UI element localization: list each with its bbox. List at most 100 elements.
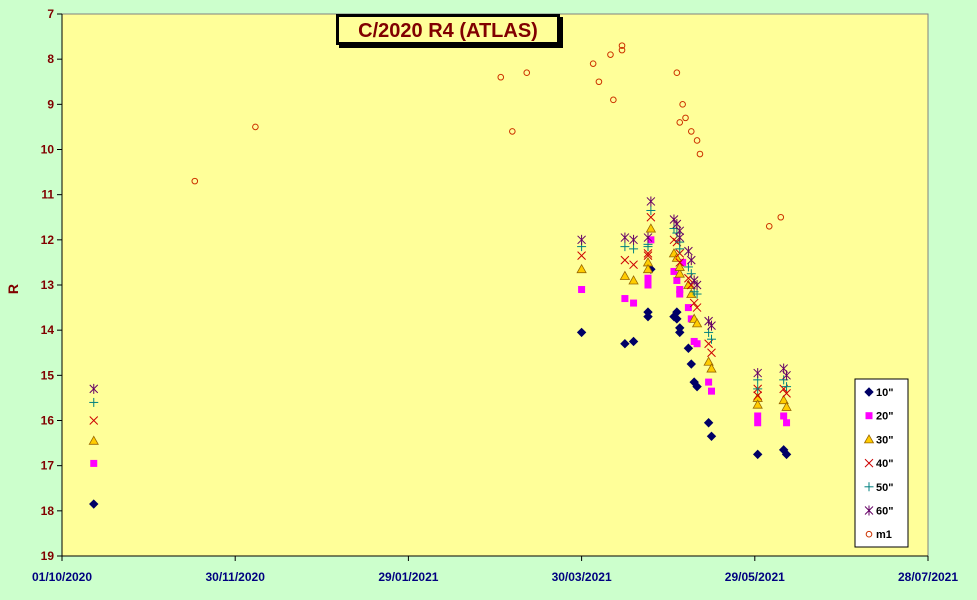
series-6 [191, 42, 785, 230]
data-point [645, 223, 657, 233]
y-tick-label: 11 [41, 188, 54, 202]
data-point [672, 307, 682, 317]
data-point [781, 449, 792, 460]
data-point [630, 299, 638, 307]
data-point [679, 258, 687, 266]
data-point [689, 298, 699, 308]
chart-title: C/2020 R4 (ATLAS) [358, 20, 538, 42]
x-tick-label: 29/01/2021 [378, 570, 438, 584]
legend-label: 40" [876, 458, 893, 470]
series-0 [89, 264, 792, 509]
data-point [692, 289, 702, 299]
data-point [691, 318, 703, 328]
data-point [646, 212, 656, 222]
legend-marker [865, 530, 873, 538]
data-point [679, 101, 686, 108]
data-point [89, 383, 99, 394]
data-point [607, 51, 614, 58]
x-tick-label: 28/07/2021 [898, 570, 958, 584]
legend-marker [864, 387, 874, 397]
data-point [706, 363, 717, 373]
data-point [620, 232, 630, 243]
data-point [673, 69, 681, 77]
data-point [782, 389, 791, 398]
legend-label: 20" [876, 411, 893, 423]
data-point [765, 222, 773, 230]
y-tick-label: 14 [41, 323, 55, 337]
legend-label: 50" [876, 482, 893, 494]
legend-box [854, 378, 909, 548]
data-point [523, 69, 531, 77]
data-point [693, 137, 701, 144]
series-2 [88, 223, 792, 445]
axes: 7 8 9 10 11 12 13 14 15 16 17 18 19 01/10/2020 30/11/2… [32, 7, 958, 584]
data-point [610, 96, 617, 104]
data-point [191, 177, 199, 185]
data-point [692, 303, 702, 312]
y-tick-label: 12 [41, 233, 55, 247]
data-point [595, 78, 603, 86]
legend-label: 60" [876, 506, 893, 518]
data-point [643, 242, 653, 252]
legend-marker [864, 505, 874, 516]
data-point [708, 387, 715, 395]
data-point [686, 359, 697, 369]
data-point [707, 348, 716, 358]
data-marks [88, 42, 792, 509]
y-tick-label: 8 [47, 52, 54, 66]
data-point [671, 252, 683, 262]
data-point [252, 123, 259, 131]
data-point [780, 412, 788, 420]
data-point [576, 263, 587, 274]
data-point [90, 459, 98, 467]
data-point [643, 249, 653, 258]
data-point [753, 391, 763, 401]
data-point [672, 314, 682, 324]
legend-marker [864, 482, 874, 492]
data-point [782, 370, 791, 381]
data-point [646, 205, 656, 215]
data-point [675, 249, 685, 258]
data-point [686, 269, 696, 279]
data-point [783, 419, 791, 427]
x-tick-label: 30/11/2020 [205, 570, 265, 584]
x-tick-label: 29/05/2021 [725, 570, 785, 584]
data-point [707, 334, 716, 344]
data-point [674, 268, 685, 278]
data-point [676, 286, 684, 294]
legend-marker [864, 458, 874, 468]
data-point [618, 42, 626, 49]
y-tick-label: 18 [41, 504, 55, 518]
y-tick-label: 13 [41, 278, 55, 292]
data-point [89, 397, 99, 407]
data-point [628, 275, 639, 285]
x-tick-label: 30/03/2021 [552, 570, 612, 584]
legend-label: 30" [876, 434, 893, 446]
data-point [670, 267, 678, 275]
data-point [754, 412, 762, 420]
data-point [693, 340, 701, 348]
data-point [777, 213, 785, 221]
y-tick-label: 16 [41, 414, 55, 428]
data-point [629, 260, 638, 270]
data-point [676, 119, 684, 126]
data-point [497, 73, 505, 81]
data-point [89, 416, 99, 425]
legend-label: 10" [876, 387, 893, 399]
data-point [674, 261, 685, 271]
data-point [706, 431, 717, 442]
data-point [778, 394, 789, 405]
data-point [781, 401, 792, 411]
data-point [683, 343, 694, 353]
data-point [89, 499, 99, 509]
data-point [589, 60, 597, 67]
y-tick-label: 7 [47, 7, 54, 21]
data-point [752, 449, 763, 460]
data-point [707, 320, 716, 331]
data-point [675, 225, 685, 236]
chart-title-box: C/2020 R4 (ATLAS) [336, 14, 560, 45]
data-point [643, 232, 653, 243]
data-point [675, 258, 685, 267]
legend: 10" 20" 30" 40" 50" 60" m1 [854, 378, 909, 548]
